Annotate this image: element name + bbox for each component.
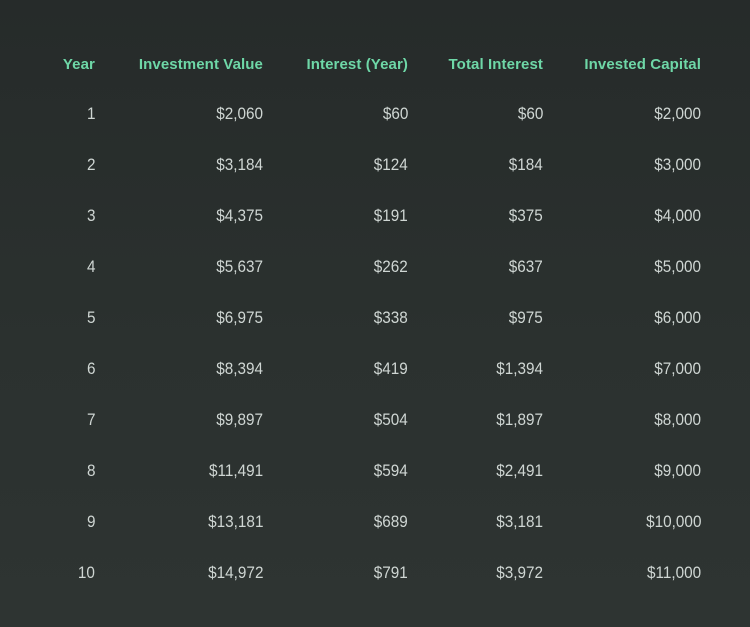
- cell-invested-capital: $10,000: [645, 512, 701, 531]
- table-row: 10 $14,972 $791 $3,972 $11,000: [0, 558, 750, 588]
- cell-interest-year: $124: [373, 155, 408, 174]
- cell-year: 2: [86, 155, 95, 174]
- cell-interest-year: $191: [373, 206, 408, 225]
- cell-total-interest: $975: [508, 308, 543, 327]
- cell-investment-value: $9,897: [216, 410, 263, 429]
- header-year: Year: [62, 56, 95, 73]
- cell-interest-year: $791: [373, 563, 408, 582]
- cell-total-interest: $3,181: [496, 512, 543, 531]
- cell-interest-year: $504: [373, 410, 408, 429]
- cell-year: 8: [86, 461, 95, 480]
- cell-total-interest: $637: [508, 257, 543, 276]
- cell-invested-capital: $3,000: [654, 155, 701, 174]
- cell-total-interest: $3,972: [496, 563, 543, 582]
- cell-total-interest: $60: [517, 104, 543, 123]
- cell-year: 9: [86, 512, 95, 531]
- table-row: 3 $4,375 $191 $375 $4,000: [0, 201, 750, 231]
- header-total-interest: Total Interest: [448, 56, 543, 73]
- cell-interest-year: $338: [373, 308, 408, 327]
- cell-interest-year: $689: [373, 512, 408, 531]
- cell-invested-capital: $7,000: [654, 359, 701, 378]
- cell-invested-capital: $6,000: [654, 308, 701, 327]
- cell-year: 5: [86, 308, 95, 327]
- cell-year: 6: [86, 359, 95, 378]
- cell-total-interest: $184: [508, 155, 543, 174]
- cell-investment-value: $6,975: [216, 308, 263, 327]
- cell-investment-value: $8,394: [216, 359, 263, 378]
- cell-invested-capital: $5,000: [654, 257, 701, 276]
- cell-total-interest: $2,491: [496, 461, 543, 480]
- cell-invested-capital: $11,000: [646, 563, 701, 582]
- cell-investment-value: $4,375: [216, 206, 263, 225]
- table-row: 8 $11,491 $594 $2,491 $9,000: [0, 456, 750, 486]
- cell-investment-value: $14,972: [207, 563, 263, 582]
- cell-investment-value: $5,637: [216, 257, 263, 276]
- cell-year: 4: [86, 257, 95, 276]
- table-row: 5 $6,975 $338 $975 $6,000: [0, 303, 750, 333]
- cell-interest-year: $419: [373, 359, 408, 378]
- table-row: 9 $13,181 $689 $3,181 $10,000: [0, 507, 750, 537]
- cell-total-interest: $1,394: [496, 359, 543, 378]
- table-row: 6 $8,394 $419 $1,394 $7,000: [0, 354, 750, 384]
- cell-year: 7: [86, 410, 95, 429]
- cell-year: 10: [77, 563, 95, 582]
- header-invested-capital: Invested Capital: [584, 56, 701, 73]
- cell-total-interest: $375: [508, 206, 543, 225]
- table-row: 2 $3,184 $124 $184 $3,000: [0, 150, 750, 180]
- table-header-row: Year Investment Value Interest (Year) To…: [0, 50, 750, 80]
- cell-invested-capital: $8,000: [654, 410, 701, 429]
- cell-investment-value: $3,184: [216, 155, 263, 174]
- cell-investment-value: $2,060: [216, 104, 263, 123]
- cell-invested-capital: $9,000: [654, 461, 701, 480]
- table-row: 7 $9,897 $504 $1,897 $8,000: [0, 405, 750, 435]
- table-row: 4 $5,637 $262 $637 $5,000: [0, 252, 750, 282]
- cell-interest-year: $262: [373, 257, 408, 276]
- cell-interest-year: $60: [382, 104, 408, 123]
- cell-total-interest: $1,897: [496, 410, 543, 429]
- header-investment-value: Investment Value: [138, 56, 263, 73]
- cell-year: 3: [86, 206, 95, 225]
- header-interest-year: Interest (Year): [306, 56, 408, 73]
- cell-year: 1: [86, 104, 95, 123]
- table-row: 1 $2,060 $60 $60 $2,000: [0, 99, 750, 129]
- cell-interest-year: $594: [373, 461, 408, 480]
- cell-investment-value: $11,491: [208, 461, 263, 480]
- cell-invested-capital: $2,000: [654, 104, 701, 123]
- cell-investment-value: $13,181: [207, 512, 263, 531]
- cell-invested-capital: $4,000: [654, 206, 701, 225]
